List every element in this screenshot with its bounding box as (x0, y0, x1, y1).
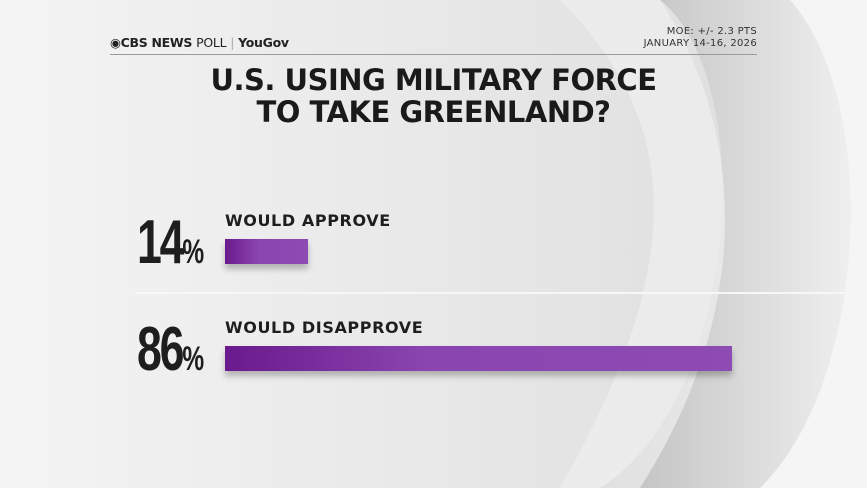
brand-logo: ◉CBS NEWS POLL | YouGov (110, 35, 289, 50)
value-number: 14 (137, 208, 184, 277)
value-label: 86% (137, 314, 204, 385)
brand-partner: YouGov (238, 35, 289, 50)
poll-meta: MOE: +/- 2.3 PTS JANUARY 14-16, 2026 (644, 26, 757, 50)
value-number: 86 (137, 315, 184, 384)
bar (225, 239, 308, 264)
percent-sign: % (182, 340, 205, 378)
category-label: WOULD DISAPPROVE (225, 318, 424, 337)
percent-sign: % (182, 233, 205, 271)
poll-dates: JANUARY 14-16, 2026 (643, 38, 757, 49)
category-label: WOULD APPROVE (225, 211, 391, 230)
brand-separator: | (230, 35, 235, 50)
cbs-eye-icon: ◉ (110, 35, 121, 50)
value-label: 14% (137, 207, 204, 278)
header-rule (110, 54, 757, 55)
brand-cbs: CBS NEWS (120, 35, 193, 50)
bar (225, 346, 733, 371)
margin-of-error: MOE: +/- 2.3 PTS (666, 26, 757, 37)
chart-title: U.S. USING MILITARY FORCE TO TAKE GREENL… (0, 64, 867, 128)
row-divider (135, 292, 867, 294)
title-line-1: U.S. USING MILITARY FORCE (210, 63, 657, 97)
title-line-2: TO TAKE GREENLAND? (256, 95, 612, 129)
brand-poll: POLL (196, 35, 227, 50)
